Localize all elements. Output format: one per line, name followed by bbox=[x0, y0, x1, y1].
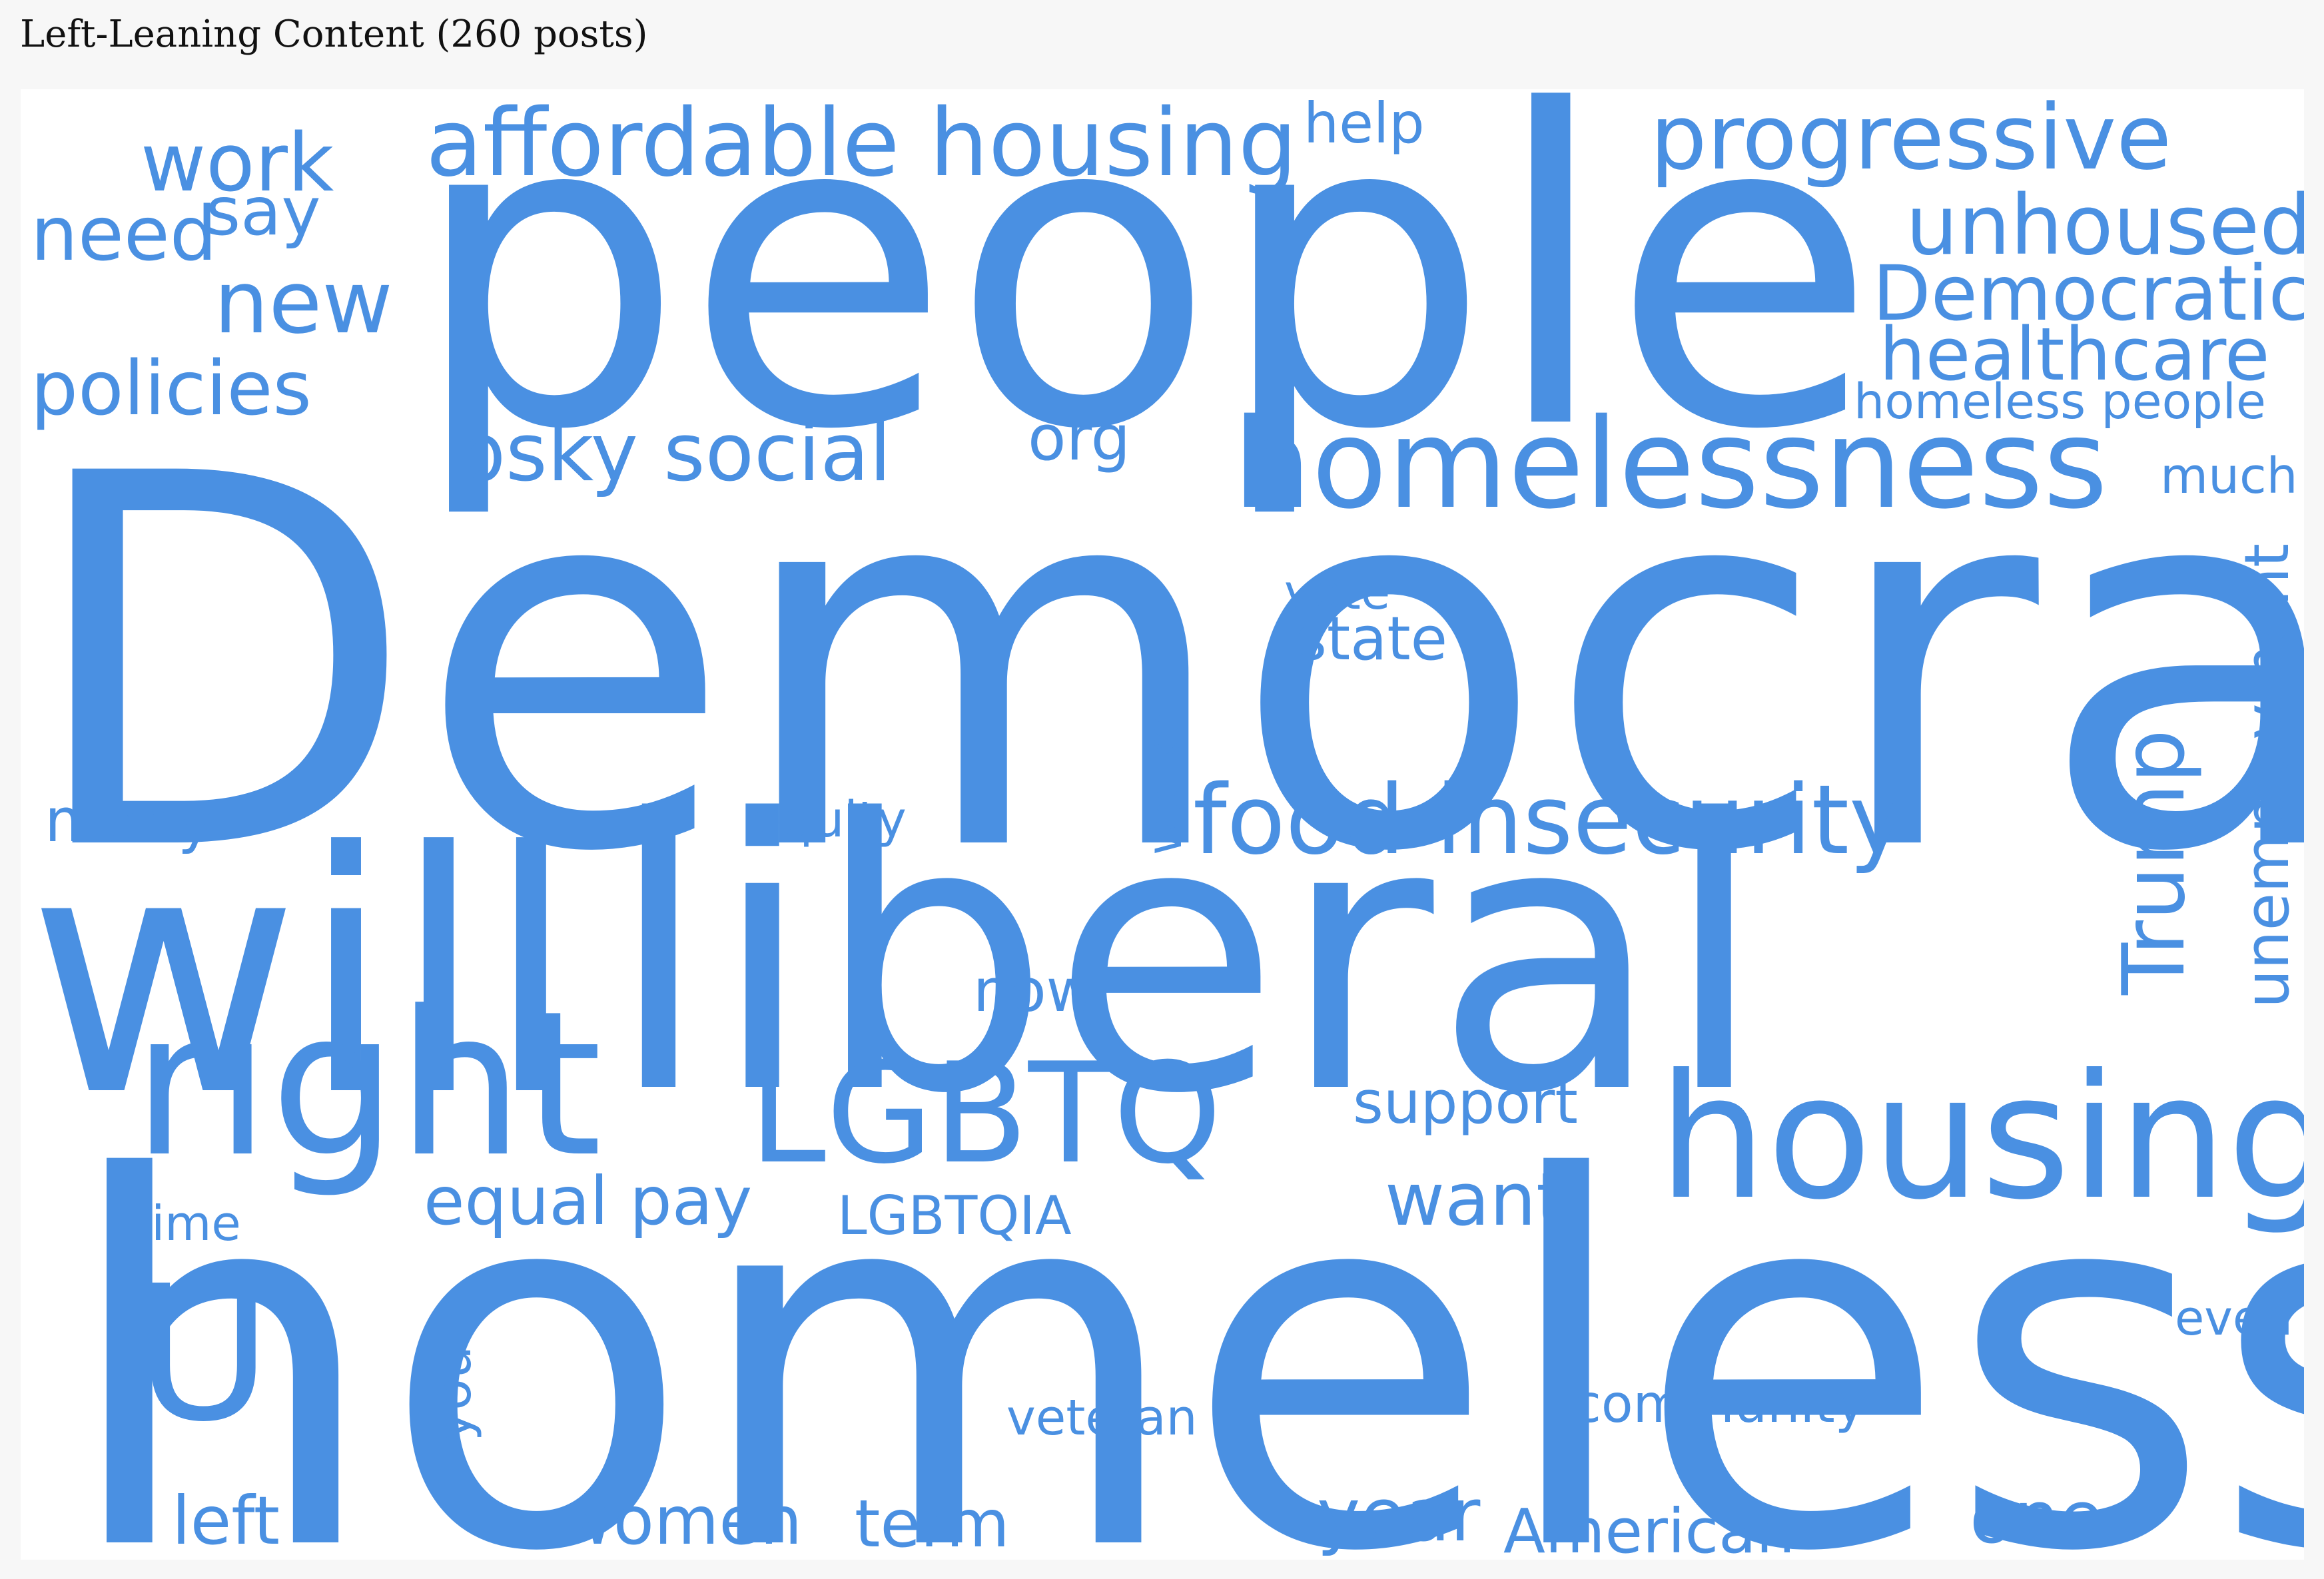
word-equity: equity bbox=[751, 791, 907, 848]
word-unhoused: unhoused bbox=[1906, 178, 2304, 274]
word-support: support bbox=[1353, 1068, 1578, 1137]
word-veteran: veteran bbox=[1006, 1389, 1198, 1446]
word-democratic: Democratic bbox=[1872, 249, 2304, 338]
word-now: now bbox=[973, 956, 1094, 1025]
word-term: term bbox=[855, 1486, 1010, 1560]
word-much: much bbox=[2160, 448, 2298, 505]
word-year: year bbox=[1317, 1472, 1481, 1558]
word-trump: Trump bbox=[2105, 729, 2204, 995]
word-homeless: homeless bbox=[61, 1074, 2304, 1560]
word-need: need bbox=[31, 191, 217, 278]
word-housing: housing bbox=[1658, 1038, 2304, 1237]
word-homelessness: homelessness bbox=[1233, 392, 2108, 536]
word-want: want bbox=[1385, 1157, 1565, 1242]
word-american: American bbox=[1503, 1496, 1795, 1560]
word-food-insecurity: food insecurity bbox=[1193, 764, 1906, 876]
word-work: work bbox=[141, 117, 334, 210]
word-liberal: liberal bbox=[607, 741, 1766, 1175]
word-people: people bbox=[410, 89, 1878, 524]
word-homeless-people: homeless people bbox=[1854, 374, 2266, 430]
word-say: say bbox=[206, 172, 321, 250]
word-cloud: people Democrats will liberal homeless a… bbox=[21, 89, 2304, 1560]
word-vote: vote bbox=[1284, 564, 1391, 620]
word-time: time bbox=[133, 1195, 241, 1251]
word-policies: policies bbox=[31, 346, 312, 432]
word-u: U bbox=[135, 1246, 272, 1463]
word-lgbtqia: LGBTQIA bbox=[837, 1185, 1072, 1247]
word-unemployment: unemployment bbox=[2231, 543, 2303, 1008]
word-right: right bbox=[133, 968, 602, 1201]
word-community: community bbox=[1573, 1375, 1866, 1434]
word-affordable-housing: affordable housing bbox=[426, 89, 1298, 198]
word-women: women bbox=[559, 1482, 803, 1560]
word-youth: youth bbox=[423, 1292, 483, 1441]
word-equal-pay: equal pay bbox=[424, 1162, 753, 1240]
word-help: help bbox=[1304, 91, 1425, 156]
chart-title: Left-Leaning Content (260 posts) bbox=[20, 13, 648, 56]
word-many: many bbox=[45, 786, 214, 856]
word-will: will bbox=[27, 781, 578, 1169]
word-even: even bbox=[2175, 1290, 2293, 1346]
word-bsky-social: bsky social bbox=[455, 407, 892, 499]
word-new: new bbox=[214, 252, 393, 353]
word-progressive: progressive bbox=[1650, 89, 2172, 190]
word-worker: worker bbox=[1136, 691, 1192, 855]
word-state: state bbox=[1296, 604, 1447, 674]
word-democrats: Democrats bbox=[22, 366, 2304, 964]
word-lgbtq: LGBTQ bbox=[749, 1034, 1222, 1195]
word-left: left bbox=[172, 1482, 280, 1560]
word-org: org bbox=[1028, 402, 1131, 475]
word-one: one bbox=[1970, 1476, 2104, 1560]
word-healthcare: healthcare bbox=[1879, 312, 2270, 397]
